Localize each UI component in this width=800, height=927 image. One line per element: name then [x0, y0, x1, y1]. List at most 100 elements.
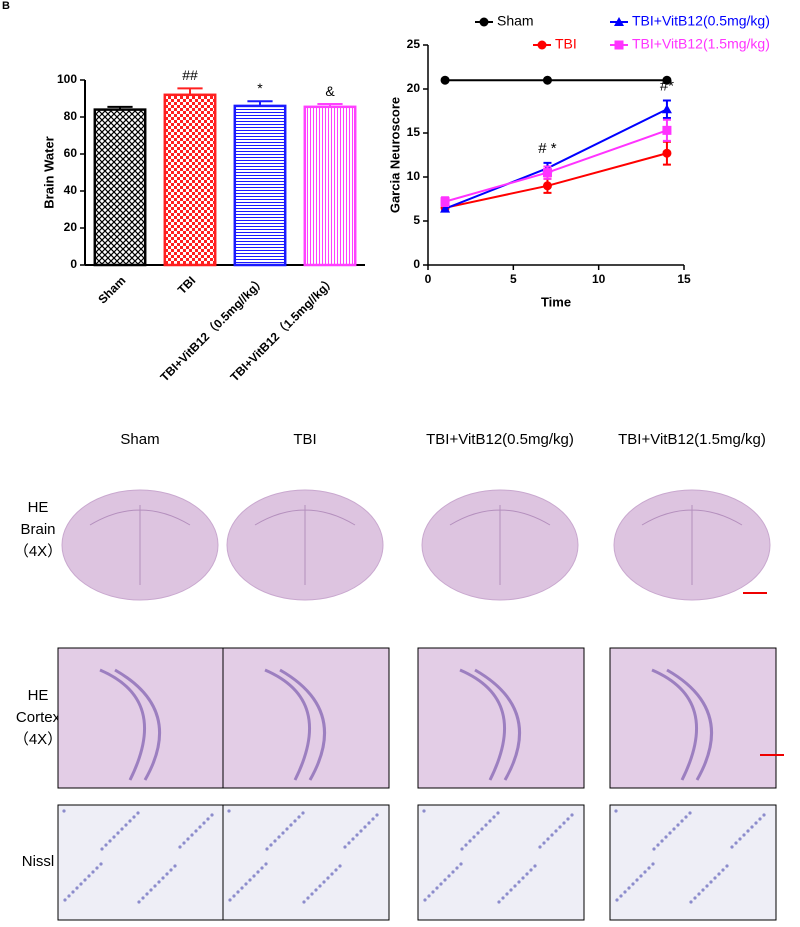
nissl-cell [484, 823, 488, 827]
nissl-cell [63, 898, 67, 902]
nissl-cell [285, 827, 289, 831]
row-label: Cortex [16, 709, 61, 726]
y-tick-label: 20 [407, 81, 421, 95]
brain-detail [641, 505, 743, 585]
nissl-cell [145, 892, 149, 896]
nissl-cell [318, 884, 322, 888]
row-label: HE [28, 499, 49, 516]
nissl-cell [615, 898, 619, 902]
nissl-cell [297, 815, 301, 819]
row-label: Brain [20, 521, 55, 538]
nissl-cell [269, 843, 273, 847]
nissl-cell [550, 833, 554, 837]
nissl-cell [542, 841, 546, 845]
y-tick-label: 100 [57, 72, 77, 86]
nissl-cell [623, 890, 627, 894]
x-axis-label: Time [541, 294, 571, 309]
annotation: & [325, 83, 335, 99]
nissl-cell [293, 819, 297, 823]
nissl-cell [240, 886, 244, 890]
nissl-cell [100, 847, 104, 851]
nissl-cell [570, 813, 574, 817]
cortex-detail [99, 668, 161, 781]
nissl-image [417, 804, 585, 921]
y-tick-label: 80 [64, 109, 78, 123]
nissl-cell [314, 888, 318, 892]
nissl-cell [120, 827, 124, 831]
nissl-cell [141, 896, 145, 900]
cortex-image [609, 647, 777, 789]
nissl-cell [546, 837, 550, 841]
annotation: ## [182, 67, 198, 83]
nissl-cell [265, 847, 269, 851]
nissl-cell [363, 825, 367, 829]
nissl-cell [427, 894, 431, 898]
nissl-cell [660, 839, 664, 843]
nissl-cell [343, 845, 347, 849]
legend-marker [614, 17, 624, 26]
nissl-cell [492, 815, 496, 819]
nissl-cell [244, 882, 248, 886]
cortex-detail [651, 668, 713, 781]
y-tick-label: 10 [407, 169, 421, 183]
nissl-cell [87, 874, 91, 878]
nissl-cell [112, 835, 116, 839]
nissl-cell [367, 821, 371, 825]
marker [542, 75, 552, 85]
nissl-cell [684, 815, 688, 819]
marker [440, 203, 451, 213]
nissl-cell [169, 868, 173, 872]
nissl-cell [202, 821, 206, 825]
nissl-cell [132, 815, 136, 819]
nissl-cell [194, 829, 198, 833]
brain-detail [89, 505, 191, 585]
nissl-cell [206, 817, 210, 821]
nissl-cell [334, 868, 338, 872]
bar [163, 93, 217, 267]
marker [542, 181, 552, 191]
nissl-cell [165, 872, 169, 876]
nissl-cell [99, 862, 103, 866]
marker [661, 104, 672, 114]
cortex-detail [264, 668, 326, 781]
nissl-cell [455, 866, 459, 870]
nissl-cell [525, 872, 529, 876]
nissl-cell [480, 827, 484, 831]
nissl-cell [149, 888, 153, 892]
annotation: #* [660, 77, 674, 94]
nissl-cell [128, 819, 132, 823]
x-tick-label: Sham [95, 273, 128, 306]
nissl-cell [71, 890, 75, 894]
nissl-cell [505, 892, 509, 896]
bar [303, 105, 357, 267]
nissl-cell [513, 884, 517, 888]
nissl-cell [178, 845, 182, 849]
nissl-cell [635, 878, 639, 882]
y-tick-label: 20 [64, 220, 78, 234]
nissl-cell [693, 896, 697, 900]
nissl-cell [264, 862, 268, 866]
nissl-cell [651, 862, 655, 866]
y-tick-label: 60 [64, 146, 78, 160]
y-tick-label: 5 [413, 213, 420, 227]
legend-label: TBI [555, 36, 577, 52]
nissl-cell [701, 888, 705, 892]
brain-detail [254, 505, 356, 585]
brain-detail [449, 505, 551, 585]
nissl-cell [476, 831, 480, 835]
nissl-cell [347, 841, 351, 845]
nissl-cell [647, 866, 651, 870]
legend-marker [614, 40, 624, 50]
nissl-cell [75, 886, 79, 890]
legend-marker [479, 17, 489, 27]
nissl-cell [351, 837, 355, 841]
nissl-cell [501, 896, 505, 900]
nissl-cell [67, 894, 71, 898]
nissl-cell [248, 878, 252, 882]
row-label: HE [28, 687, 49, 704]
annotation: * [257, 80, 263, 96]
nissl-cell [281, 831, 285, 835]
annotation: # * [538, 140, 557, 157]
nissl-cell [643, 870, 647, 874]
